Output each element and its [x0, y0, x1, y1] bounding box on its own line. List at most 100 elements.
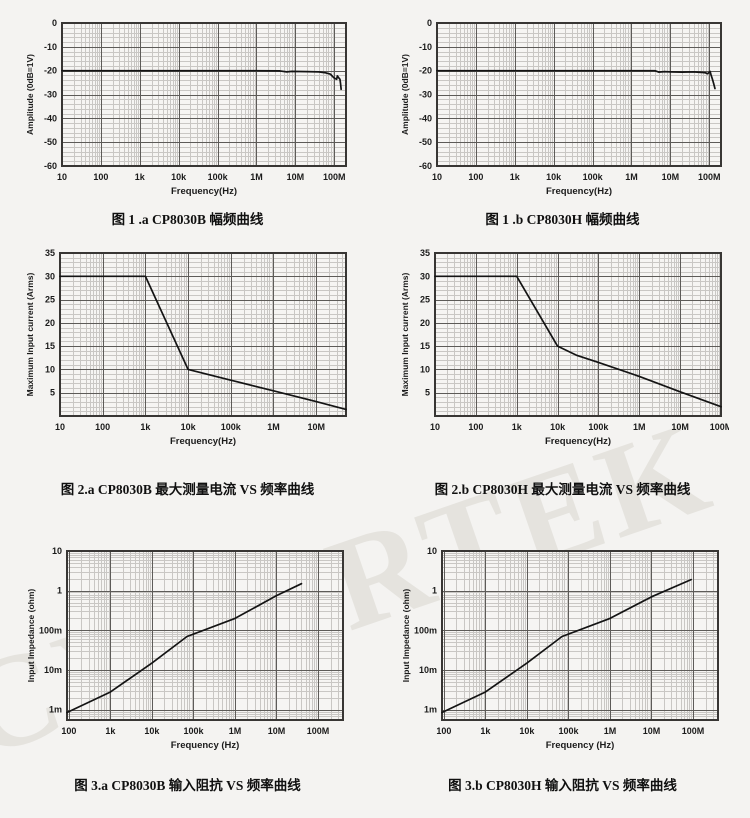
figure-1b: 10 100 1k 10k 100k 1M 10M 100M 0 -10 -20 -30 -40 -50 -…	[375, 16, 750, 228]
svg-text:1M: 1M	[250, 172, 263, 182]
svg-text:1k: 1k	[134, 172, 145, 182]
figure-2a: 10 100 1k 10k 100k 1M 10M 5 10 15 20 25 30 35 Frequenc…	[0, 246, 375, 498]
figure-3a: 100 1k 10k 100k 1M 10M 100M 10 1 100m 10m 1m Frequen…	[0, 544, 375, 794]
svg-text:100M: 100M	[681, 726, 704, 736]
svg-text:Frequency(Hz): Frequency(Hz)	[170, 436, 236, 447]
svg-text:10: 10	[431, 172, 441, 182]
svg-text:-60: -60	[418, 161, 431, 171]
svg-text:-20: -20	[43, 66, 56, 76]
svg-text:-10: -10	[418, 42, 431, 52]
svg-text:100: 100	[468, 422, 483, 432]
svg-text:100M: 100M	[306, 726, 329, 736]
svg-text:10: 10	[429, 422, 439, 432]
svg-text:Amplitude (0dB=1V): Amplitude (0dB=1V)	[400, 54, 410, 135]
svg-text:-30: -30	[43, 90, 56, 100]
svg-text:10m: 10m	[418, 665, 436, 675]
svg-text:10: 10	[54, 422, 64, 432]
svg-text:35: 35	[44, 248, 54, 258]
figure-1a: 10 100 1k 10k 100k 1M 10M 100M 0 -10 -20 -30 -40 -50 -…	[0, 16, 375, 228]
svg-text:100: 100	[95, 422, 110, 432]
figure-row-2: 10 100 1k 10k 100k 1M 10M 5 10 15 20 25 30 35 Frequenc…	[0, 246, 750, 498]
svg-text:-40: -40	[43, 113, 56, 123]
svg-text:100: 100	[468, 172, 483, 182]
figure-3b: 100 1k 10k 100k 1M 10M 100M 10 1 100m 10m 1m Frequen…	[375, 544, 750, 794]
svg-text:5: 5	[49, 388, 54, 398]
svg-text:Frequency(Hz): Frequency(Hz)	[545, 436, 611, 447]
chart-amplitude-cp8030b: 10 100 1k 10k 100k 1M 10M 100M 0 -10 -20 -30 -40 -50 -…	[25, 18, 347, 197]
svg-text:Maximum Input current (Arms): Maximum Input current (Arms)	[25, 272, 35, 396]
svg-text:100m: 100m	[413, 625, 436, 635]
svg-text:-10: -10	[43, 42, 56, 52]
svg-text:100k: 100k	[183, 726, 204, 736]
svg-text:0: 0	[51, 18, 56, 28]
figure-1b-caption: 图 1 .b CP8030H 幅频曲线	[485, 212, 640, 227]
svg-text:-50: -50	[418, 137, 431, 147]
svg-text:1k: 1k	[140, 422, 151, 432]
svg-text:Frequency (Hz): Frequency (Hz)	[170, 740, 239, 751]
svg-text:100k: 100k	[207, 172, 228, 182]
chart-amplitude-cp8030h: 10 100 1k 10k 100k 1M 10M 100M 0 -10 -20 -30 -40 -50 -…	[400, 18, 722, 197]
svg-text:100: 100	[436, 726, 451, 736]
svg-text:10: 10	[419, 364, 429, 374]
svg-text:Frequency(Hz): Frequency(Hz)	[546, 186, 612, 197]
chart-impedance-cp8030h: 100 1k 10k 100k 1M 10M 100M 10 1 100m 10m 1m Frequen…	[401, 546, 719, 751]
svg-text:15: 15	[419, 341, 429, 351]
svg-text:25: 25	[44, 295, 54, 305]
svg-text:10k: 10k	[546, 172, 562, 182]
svg-text:Maximum Input current (Arms): Maximum Input current (Arms)	[400, 272, 410, 396]
svg-text:10M: 10M	[286, 172, 304, 182]
svg-text:25: 25	[419, 295, 429, 305]
svg-text:-50: -50	[43, 137, 56, 147]
svg-text:1m: 1m	[423, 705, 436, 715]
svg-text:10: 10	[426, 546, 436, 556]
figure-row-3: 100 1k 10k 100k 1M 10M 100M 10 1 100m 10m 1m Frequen…	[0, 544, 750, 794]
svg-text:20: 20	[419, 318, 429, 328]
svg-text:100k: 100k	[220, 422, 241, 432]
figure-2b: 10 100 1k 10k 100k 1M 10M 100M 5 10 15 20 25 30 35 Freq…	[375, 246, 750, 498]
svg-text:10: 10	[44, 364, 54, 374]
svg-text:100m: 100m	[38, 625, 61, 635]
svg-text:100M: 100M	[323, 172, 346, 182]
svg-text:100: 100	[61, 726, 76, 736]
svg-text:1k: 1k	[105, 726, 116, 736]
svg-text:10k: 10k	[519, 726, 535, 736]
svg-text:100: 100	[93, 172, 108, 182]
svg-text:35: 35	[419, 248, 429, 258]
svg-text:0: 0	[426, 18, 431, 28]
svg-text:10k: 10k	[144, 726, 160, 736]
svg-text:1M: 1M	[633, 422, 646, 432]
svg-text:30: 30	[419, 271, 429, 281]
datasheet-figures-page: 10 100 1k 10k 100k 1M 10M 100M 0 -10 -20 -30 -40 -50-…	[0, 16, 750, 794]
svg-text:Frequency (Hz): Frequency (Hz)	[545, 740, 614, 751]
svg-text:Input Impedance (ohm): Input Impedance (ohm)	[401, 589, 411, 683]
figure-3a-caption: 图 3.a CP8030B 输入阻抗 VS 频率曲线	[74, 778, 301, 793]
svg-text:1m: 1m	[48, 705, 61, 715]
svg-text:10M: 10M	[671, 422, 689, 432]
svg-text:15: 15	[44, 341, 54, 351]
svg-text:30: 30	[44, 271, 54, 281]
svg-text:-30: -30	[418, 90, 431, 100]
svg-text:Frequency(Hz): Frequency(Hz)	[171, 186, 237, 197]
chart-max-current-cp8030b: 10 100 1k 10k 100k 1M 10M 5 10 15 20 25 30 35 Frequenc…	[25, 248, 347, 447]
svg-text:10M: 10M	[661, 172, 679, 182]
svg-text:10: 10	[56, 172, 66, 182]
figure-2b-caption: 图 2.b CP8030H 最大测量电流 VS 频率曲线	[434, 482, 691, 497]
chart-impedance-cp8030b: 100 1k 10k 100k 1M 10M 100M 10 1 100m 10m 1m Frequen…	[26, 546, 344, 751]
svg-text:1M: 1M	[267, 422, 280, 432]
svg-text:100M: 100M	[709, 422, 728, 432]
svg-text:-60: -60	[43, 161, 56, 171]
svg-text:10M: 10M	[267, 726, 285, 736]
chart-max-current-cp8030h: 10 100 1k 10k 100k 1M 10M 100M 5 10 15 20 25 30 35 Freq…	[400, 248, 729, 447]
svg-text:1M: 1M	[625, 172, 638, 182]
svg-text:5: 5	[424, 388, 429, 398]
svg-text:-40: -40	[418, 113, 431, 123]
svg-text:1k: 1k	[509, 172, 520, 182]
svg-text:10k: 10k	[180, 422, 196, 432]
figure-2a-caption: 图 2.a CP8030B 最大测量电流 VS 频率曲线	[60, 482, 315, 497]
svg-text:1: 1	[56, 586, 61, 596]
svg-text:100k: 100k	[582, 172, 603, 182]
svg-text:-20: -20	[418, 66, 431, 76]
svg-text:1M: 1M	[603, 726, 616, 736]
figure-1a-caption: 图 1 .a CP8030B 幅频曲线	[111, 212, 264, 227]
svg-text:1M: 1M	[228, 726, 241, 736]
